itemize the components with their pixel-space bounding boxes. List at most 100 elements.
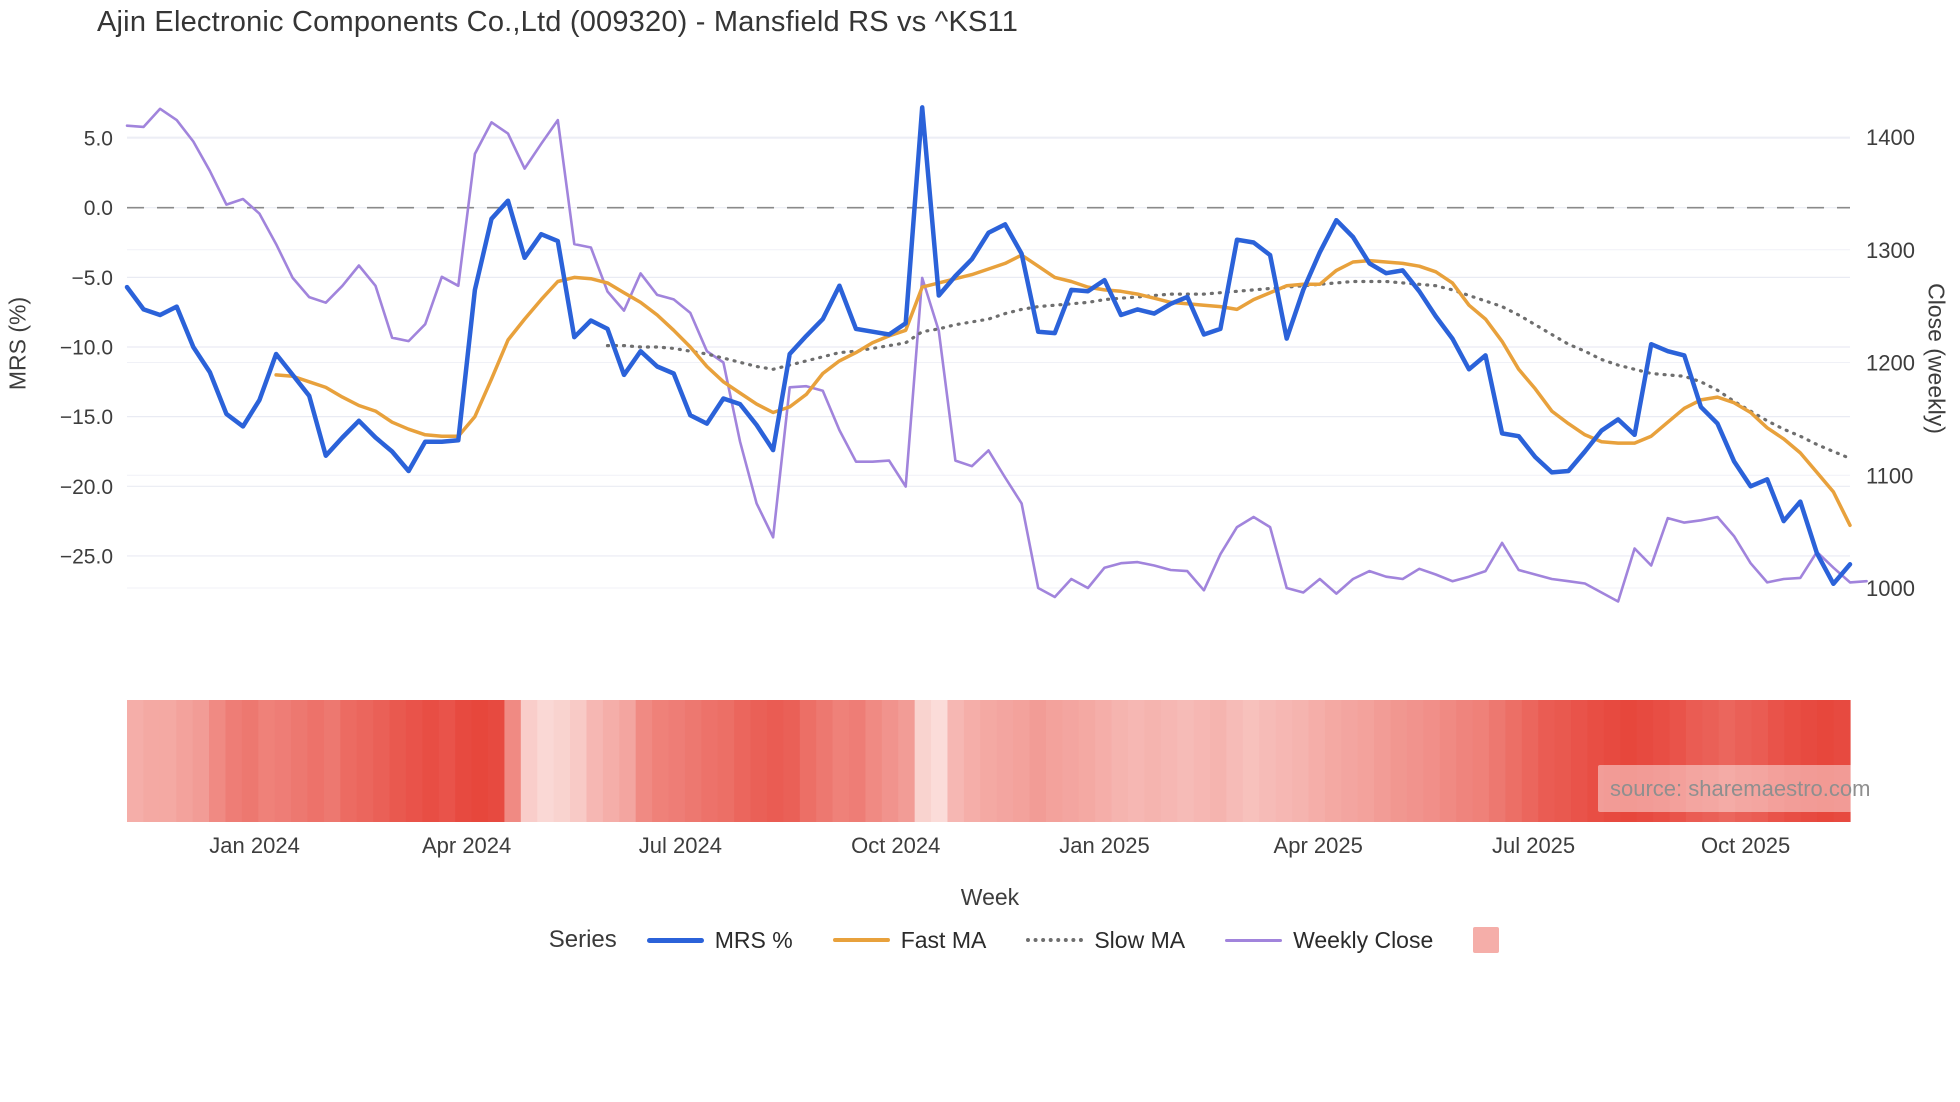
heatmap-cell [258, 700, 276, 822]
heatmap-cell [1045, 700, 1063, 822]
heatmap-cell [209, 700, 227, 822]
legend-label-slow-ma: Slow MA [1094, 926, 1186, 953]
heatmap-cell [734, 700, 752, 822]
heatmap-cell [1833, 700, 1851, 822]
heatmap-cell [1078, 700, 1096, 822]
heatmap-cell [1456, 700, 1474, 822]
heatmap-cell [373, 700, 391, 822]
heatmap-cell [455, 700, 473, 822]
heatmap-cell [914, 700, 932, 822]
legend-label-fast-ma: Fast MA [900, 926, 987, 953]
heatmap-cell [586, 700, 604, 822]
heatmap-cell [537, 700, 555, 822]
left-axis-tick: −15.0 [60, 406, 113, 429]
heatmap-cell [652, 700, 670, 822]
heatmap-cell [1767, 700, 1785, 822]
x-axis-tick: Oct 2025 [1701, 833, 1790, 858]
x-axis-tick: Apr 2025 [1274, 833, 1363, 858]
heatmap-cell [1505, 700, 1523, 822]
heatmap-cell [1603, 700, 1621, 822]
heatmap-cell [832, 700, 850, 822]
heatmap-cell [1390, 700, 1408, 822]
source-text: source: sharemaestro.com [1610, 775, 1871, 801]
heatmap-cell [1357, 700, 1375, 822]
legend: Series MRS % Fast MA Slow MA Weekly Clos… [64, 926, 1960, 954]
heatmap-cell [963, 700, 981, 822]
heatmap-cell [1144, 700, 1162, 822]
right-axis-tick: 1100 [1866, 463, 1913, 488]
legend-item-mrs: MRS % [646, 926, 793, 954]
heatmap-cell [635, 700, 653, 822]
heatmap-cell [881, 700, 899, 822]
heatmap-cell [619, 700, 637, 822]
heatmap-cell [865, 700, 883, 822]
heatmap-cell [1521, 700, 1539, 822]
heatmap-cell [1554, 700, 1572, 822]
heatmap-cell [750, 700, 768, 822]
heatmap-cell [422, 700, 440, 822]
heatmap-cell [1702, 700, 1720, 822]
heatmap-cell [504, 700, 522, 822]
left-axis-tick: −25.0 [60, 545, 113, 568]
x-axis-tick: Jan 2025 [1059, 833, 1150, 858]
mrs-line-swatch [646, 937, 704, 943]
x-axis-title: Week [960, 884, 1020, 910]
series-line-weekly-close [125, 107, 1868, 603]
fast-ma-line-swatch [832, 938, 890, 942]
heatmap-cell [931, 700, 949, 822]
heatmap-cell [1751, 700, 1769, 822]
left-axis-tick: −5.0 [72, 267, 113, 290]
heatmap-cell [570, 700, 588, 822]
heatmap-cell [1620, 700, 1638, 822]
source-attribution: source: sharemaestro.com [1598, 765, 1870, 812]
heatmap-cell [405, 700, 423, 822]
legend-label-mrs: MRS % [714, 926, 793, 953]
heatmap-cell [1800, 700, 1818, 822]
heatmap-cell [1406, 700, 1424, 822]
heatmap-cell [980, 700, 998, 822]
heatmap-cell [1275, 700, 1293, 822]
heatmap-cell [1324, 700, 1342, 822]
heatmap-cell [816, 700, 834, 822]
chart-title: Ajin Electronic Components Co.,Ltd (0093… [97, 6, 1019, 38]
right-axis-title: Close (weekly) [1923, 283, 1950, 434]
heatmap-cell [1374, 700, 1392, 822]
heatmap-cell [1127, 700, 1145, 822]
legend-item-heatmap [1473, 927, 1500, 953]
heatmap-square-swatch [1473, 927, 1500, 953]
heatmap-cell [143, 700, 161, 822]
heatmap-cell [553, 700, 571, 822]
heatmap-cell [1538, 700, 1556, 822]
heatmap-cell [438, 700, 456, 822]
heatmap-cell [356, 700, 374, 822]
heatmap-cell [996, 700, 1014, 822]
series-line-fast-ma [274, 253, 1852, 528]
heatmap-cell [766, 700, 784, 822]
heatmap-cell [488, 700, 506, 822]
heatmap-cell [1013, 700, 1031, 822]
heatmap-cell [1062, 700, 1080, 822]
heatmap-cell [274, 700, 292, 822]
heatmap-cell [799, 700, 817, 822]
heatmap-cell [127, 700, 145, 822]
heatmap-cell [1653, 700, 1671, 822]
legend-label-weekly-close: Weekly Close [1293, 926, 1434, 953]
heatmap-cell [520, 700, 538, 822]
heatmap-cell [1488, 700, 1506, 822]
heatmap-cell [1226, 700, 1244, 822]
x-axis-tick: Jan 2024 [209, 833, 300, 858]
heatmap-cell [668, 700, 686, 822]
heatmap-cell [1259, 700, 1277, 822]
slow-ma-dotted-swatch [1026, 938, 1084, 942]
x-axis-tick: Apr 2024 [422, 833, 511, 858]
heatmap-cell [1210, 700, 1228, 822]
heatmap-cell [307, 700, 325, 822]
heatmap-cell [1242, 700, 1260, 822]
heatmap-cell [1817, 700, 1835, 822]
heatmap-cell [701, 700, 719, 822]
heatmap-cell [389, 700, 407, 822]
heatmap-cell [947, 700, 965, 822]
heatmap-cell [1718, 700, 1736, 822]
heatmap-cell [1341, 700, 1359, 822]
